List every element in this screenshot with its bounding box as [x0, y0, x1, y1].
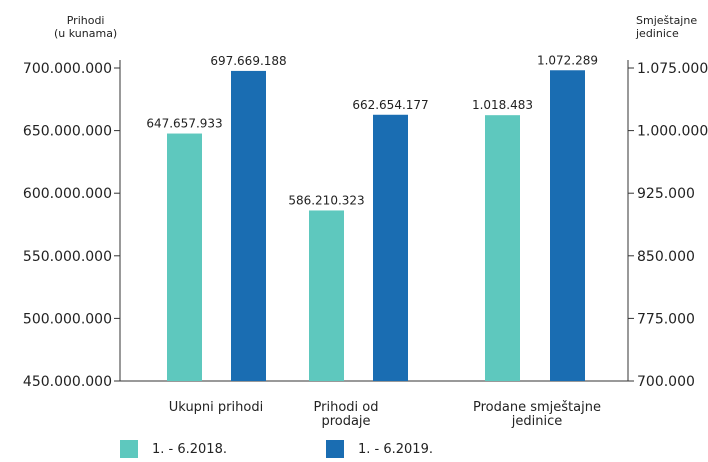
- legend-swatch-2018: [120, 440, 138, 458]
- bar-series-1-cat-1: [373, 114, 408, 382]
- right-tick-label-4: 1.000.000: [637, 124, 708, 140]
- data-label-series-1-cat-2: 1.072.289: [537, 53, 598, 67]
- legend-swatch-2019: [326, 440, 344, 458]
- legend-label-2018: 1. - 6.2018.: [152, 441, 227, 457]
- legend-label-2019: 1. - 6.2019.: [358, 441, 433, 457]
- data-label-series-1-cat-1: 662.654.177: [352, 98, 428, 112]
- left-tick-label-3: 600.000.000: [23, 186, 112, 202]
- data-label-series-1-cat-0: 697.669.188: [210, 54, 286, 68]
- right-axis-title-line-2: jedinice: [636, 27, 679, 40]
- legend-item-2019: 1. - 6.2019.: [326, 438, 433, 460]
- right-tick-label-3: 925.000: [637, 186, 695, 202]
- category-label-0-line-0: Ukupni prihodi: [169, 400, 263, 415]
- bar-series-0-cat-1: [309, 210, 344, 381]
- left-axis-title-line-2: (u kunama): [54, 27, 118, 40]
- right-tick-label-5: 1.075.000: [637, 61, 708, 77]
- category-label-2-line-0: Prodane smještajne: [473, 400, 601, 415]
- left-tick-label-4: 650.000.000: [23, 124, 112, 140]
- right-axis-title-line-1: Smještajne: [636, 14, 698, 27]
- category-label-2-line-1: jedinice: [511, 414, 562, 429]
- bar-series-1-cat-0: [231, 70, 266, 381]
- data-label-series-0-cat-1: 586.210.323: [288, 193, 364, 207]
- bar-series-0-cat-0: [167, 133, 202, 381]
- left-axis-title-line-1: Prihodi: [66, 14, 105, 27]
- right-tick-label-1: 775.000: [637, 311, 695, 327]
- bar-series-0-cat-2: [485, 115, 520, 382]
- right-axis-title: Smještajne jedinice: [636, 14, 697, 40]
- legend-item-2018: 1. - 6.2018.: [120, 438, 227, 460]
- bar-series-1-cat-2: [550, 70, 585, 381]
- left-tick-label-1: 500.000.000: [23, 311, 112, 327]
- category-label-1-line-0: Prihodi od: [314, 400, 379, 415]
- data-label-series-0-cat-2: 1.018.483: [472, 98, 533, 112]
- left-tick-label-2: 550.000.000: [23, 249, 112, 265]
- data-label-series-0-cat-0: 647.657.933: [146, 117, 222, 131]
- left-axis-title: Prihodi (u kunama): [54, 14, 117, 40]
- left-tick-label-0: 450.000.000: [23, 374, 112, 390]
- right-tick-label-0: 700.000: [637, 374, 695, 390]
- right-tick-label-2: 850.000: [637, 249, 695, 265]
- left-tick-label-5: 700.000.000: [23, 61, 112, 77]
- category-label-1-line-1: prodaje: [321, 414, 370, 429]
